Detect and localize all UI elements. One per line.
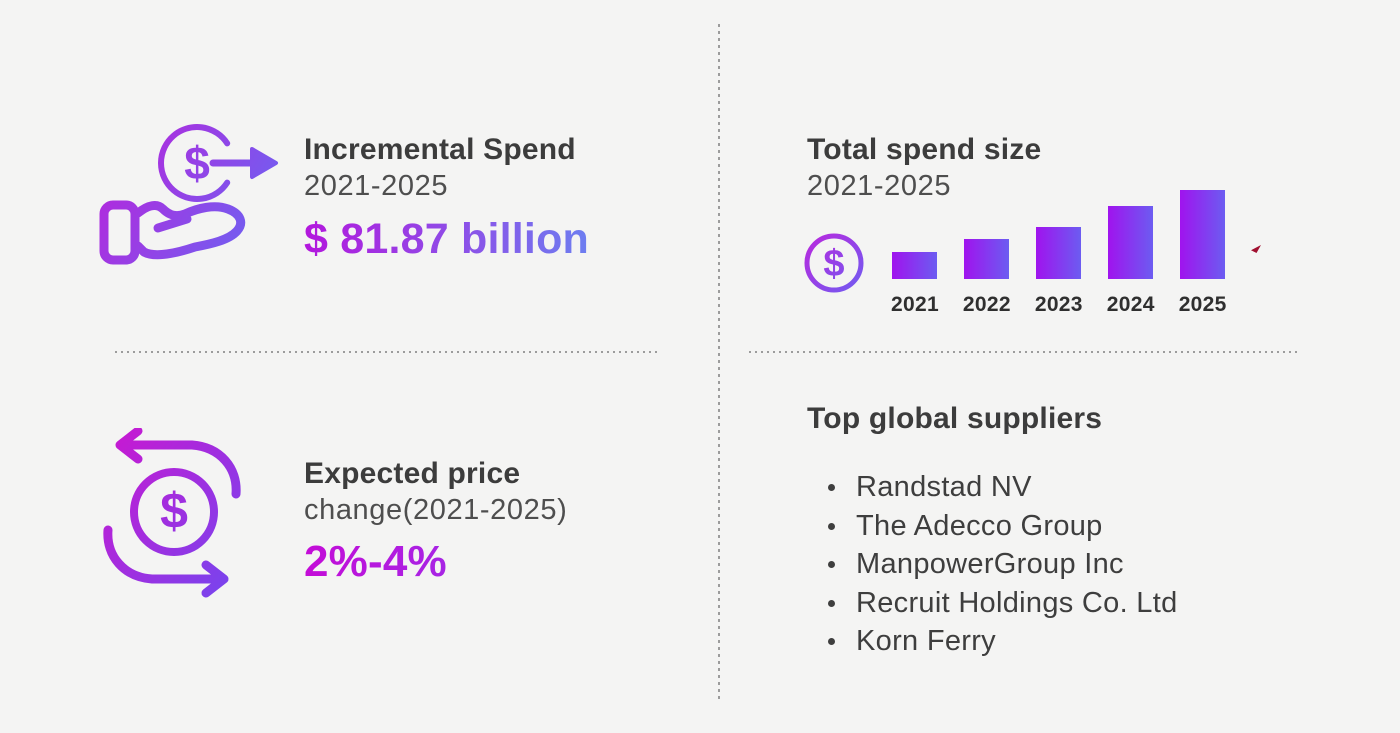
currency-cycle-icon: $ bbox=[103, 428, 241, 598]
supplier-item: The Adecco Group bbox=[826, 507, 1178, 546]
bar-label: 2022 bbox=[962, 293, 1011, 316]
dollar-coin-icon: $ bbox=[804, 233, 864, 293]
supplier-item: ManpowerGroup Inc bbox=[826, 545, 1178, 584]
bar-column: 2022 bbox=[963, 239, 1011, 317]
hand-coin-arrow-icon: $ bbox=[99, 124, 278, 265]
supplier-item: Korn Ferry bbox=[826, 622, 1178, 661]
left-horizontal-divider bbox=[115, 351, 661, 353]
incremental-spend-title: Incremental Spend bbox=[304, 133, 576, 166]
supplier-item: Randstad NV bbox=[826, 468, 1178, 507]
bar-label: 2023 bbox=[1034, 293, 1083, 316]
svg-text:$: $ bbox=[823, 243, 844, 285]
bar-2023 bbox=[1036, 227, 1082, 279]
bar-2025 bbox=[1180, 190, 1226, 279]
total-spend-title: Total spend size bbox=[807, 133, 1042, 166]
expected-price-title: Expected price bbox=[304, 457, 521, 490]
right-horizontal-divider bbox=[749, 351, 1297, 353]
bar-column: 2021 bbox=[891, 252, 939, 317]
expected-price-subtitle: change(2021-2025) bbox=[304, 494, 568, 526]
suppliers-title: Top global suppliers bbox=[807, 402, 1103, 435]
bar-2022 bbox=[964, 239, 1010, 279]
bar-2024 bbox=[1108, 206, 1154, 279]
expected-price-textblock: Expected price change(2021-2025) 2%-4% bbox=[304, 455, 567, 587]
bar-label: 2021 bbox=[891, 293, 939, 316]
expected-price-value: 2%-4% bbox=[304, 537, 567, 587]
svg-text:$: $ bbox=[184, 137, 210, 189]
bar-label: 2025 bbox=[1178, 293, 1227, 316]
svg-text:$: $ bbox=[160, 483, 188, 539]
supplier-item: Recruit Holdings Co. Ltd bbox=[826, 584, 1178, 623]
bar-column: 2023 bbox=[1035, 227, 1083, 317]
incremental-spend-subtitle: 2021-2025 bbox=[304, 170, 449, 202]
incremental-spend-value: $ 81.87 billion bbox=[304, 215, 589, 263]
suppliers-list: Randstad NV The Adecco Group ManpowerGroup… bbox=[826, 468, 1178, 661]
red-speck-artifact bbox=[1251, 245, 1261, 253]
bar-column: 2024 bbox=[1107, 206, 1155, 317]
total-spend-textblock: Total spend size 2021-2025 bbox=[807, 131, 1041, 205]
incremental-spend-textblock: Incremental Spend 2021-2025 $ 81.87 bill… bbox=[304, 131, 589, 264]
total-spend-subtitle: 2021-2025 bbox=[807, 170, 952, 202]
bar-chart: 2021 2022 2023 2024 2025 bbox=[891, 190, 1227, 317]
bar-label: 2024 bbox=[1106, 293, 1155, 316]
bar-column: 2025 bbox=[1179, 190, 1227, 317]
bar-2021 bbox=[892, 252, 938, 279]
vertical-divider bbox=[718, 24, 720, 699]
